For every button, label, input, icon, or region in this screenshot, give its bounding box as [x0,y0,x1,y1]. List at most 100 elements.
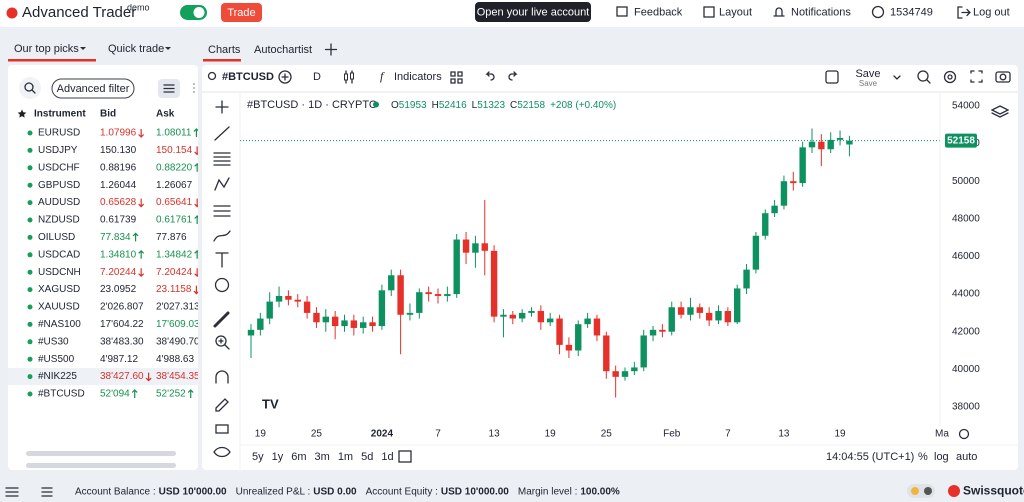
save-menu[interactable] [893,75,901,80]
indicators[interactable]: Indicators [394,71,442,83]
search-icon [24,82,34,92]
symbol[interactable]: #US500 [38,354,75,365]
brand-logo [6,7,18,19]
y-tick-label: 42000 [952,326,980,337]
symbol[interactable]: #NIK225 [38,371,77,382]
filter-icon[interactable] [41,487,53,497]
layers-icon[interactable] [990,105,1010,118]
symbol[interactable]: NZDUSD [38,215,80,226]
fullscreen-icon[interactable] [970,70,983,83]
redo-icon[interactable] [508,71,518,81]
fib-tool[interactable] [213,152,231,166]
crosshair-tool[interactable] [215,100,229,114]
alert-icon [926,79,931,84]
ask-price: 1.34842 [156,249,193,260]
trendline-tool[interactable] [214,126,230,141]
symbol[interactable]: #BTCUSD [38,389,85,400]
filter-button[interactable] [51,78,135,99]
lock-tool[interactable] [215,424,229,434]
zoom-tool[interactable] [215,335,227,347]
tab[interactable]: Charts [208,44,241,56]
candle-body [257,318,264,330]
symbol[interactable]: USDCNH [38,267,81,278]
range-button[interactable]: 1d [381,451,393,463]
range-button[interactable]: 5d [361,451,373,463]
add-tab[interactable] [324,43,338,56]
alert-icon[interactable] [917,70,929,82]
range-button[interactable]: 6m [291,451,306,463]
x-tick-label: 19 [545,429,557,440]
menu-item[interactable]: Feedback [634,6,683,18]
menu-icon[interactable] [5,487,19,497]
menu-item[interactable]: 1534749 [890,6,933,18]
candle-body [677,307,685,315]
tab[interactable]: Quick trade [108,43,164,55]
range-button[interactable]: 1y [272,451,284,463]
menu-item[interactable]: Notifications [791,6,851,18]
fullscreen-layout-icon[interactable] [825,70,839,84]
x-tick-label: 19 [255,429,267,440]
lock-draw-tool[interactable] [215,398,229,412]
symbol[interactable]: #US30 [38,336,69,347]
status-value: USD 10'000.00 [159,486,227,497]
range-button[interactable]: 5y [252,451,264,463]
scrollbar [26,463,176,468]
bid-price: 77.834 [100,232,131,243]
symbol[interactable]: XAUUSD [38,302,80,313]
pattern-tool[interactable] [214,177,230,191]
symbol[interactable]: #BTCUSD [222,71,274,83]
projection-tool[interactable] [213,205,231,217]
ruler-tool[interactable] [213,311,230,328]
ask-price: 1.26067 [156,180,193,191]
magnet-tool[interactable] [215,370,229,384]
symbol[interactable]: GBPUSD [38,180,80,191]
log-toggle[interactable]: log [934,451,949,463]
screenshot-icon[interactable] [995,71,1011,83]
ask-price: 2'027.313 [156,302,200,313]
ohlc-key: L [472,100,478,111]
live-account-button[interactable] [475,2,591,22]
visibility-tool[interactable] [213,446,231,458]
range-button[interactable]: 3m [315,451,330,463]
layout-icon [703,6,715,18]
menu-item[interactable]: Log out [973,6,1010,18]
symbol[interactable]: #NAS100 [38,319,81,330]
compare-icon[interactable] [278,70,292,84]
text-tool[interactable] [215,252,229,268]
candle-body [734,288,741,323]
bid-price: 1.26044 [100,180,137,191]
symbol[interactable]: OILUSD [38,232,75,243]
status-dot [27,200,33,206]
goto-date-icon[interactable] [398,450,412,463]
settings-icon[interactable] [943,70,957,84]
symbol[interactable]: USDCAD [38,249,80,260]
auto-toggle[interactable]: auto [956,451,977,463]
symbol[interactable]: XAGUSD [38,284,80,295]
menu-item[interactable]: Layout [719,6,752,18]
tab[interactable]: Our top picks [14,43,79,55]
ask-price: 1.08011 [156,128,192,139]
plot: 3800040000420004400046000480005000052000… [240,101,980,440]
save[interactable]: Save [855,68,880,80]
status-dot [27,269,33,275]
undo-icon[interactable] [485,71,495,81]
tab[interactable]: Autochartist [254,44,312,56]
ohlc-value: 51323 [477,100,505,111]
ohlc-value: 52416 [439,100,467,111]
symbol[interactable]: USDCHF [38,162,80,173]
symbol[interactable]: USDJPY [38,145,78,156]
axis-settings[interactable] [958,428,970,440]
chart-type-icon [350,72,354,80]
status-label: Unrealized P&L : [236,486,311,497]
symbol[interactable]: AUDUSD [38,197,80,208]
trade-button[interactable] [221,3,262,22]
brush-tool[interactable] [213,230,231,242]
filter-label: Advanced filter [57,83,130,95]
templates-icon[interactable] [450,71,463,84]
search-button[interactable] [19,77,41,99]
percent-toggle[interactable]: % [918,451,928,463]
range-button[interactable]: 1m [338,451,353,463]
interval[interactable]: D [313,71,321,83]
emoji-tool[interactable] [214,277,230,293]
symbol[interactable]: EURUSD [38,128,80,139]
